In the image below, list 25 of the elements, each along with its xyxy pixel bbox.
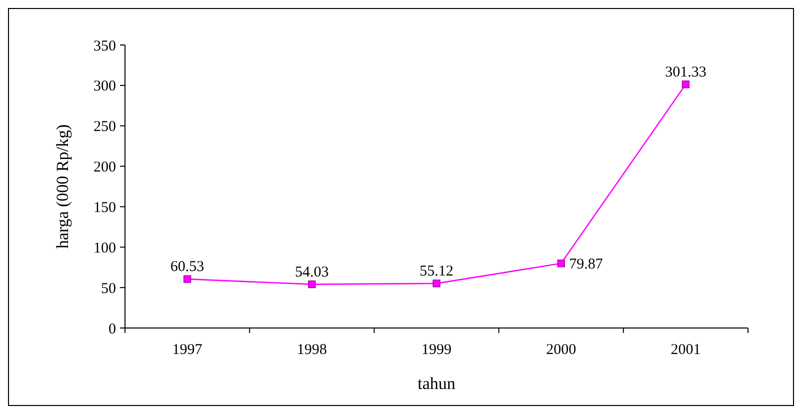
point bbox=[308, 280, 316, 288]
point bbox=[682, 80, 690, 88]
x-tick-label: 1998 bbox=[296, 342, 327, 358]
data-label: 301.33 bbox=[665, 64, 706, 80]
y-tick-label: 350 bbox=[94, 38, 116, 54]
x-tick-label: 2001 bbox=[670, 342, 701, 358]
data-label: 60.53 bbox=[170, 259, 204, 276]
x-tick-label: 1997 bbox=[172, 342, 203, 358]
data-label: 54.03 bbox=[295, 264, 329, 280]
y-tick-label: 50 bbox=[101, 280, 116, 297]
y-tick-label: 150 bbox=[94, 200, 116, 216]
x-axis-title: tahun bbox=[418, 374, 456, 393]
y-tick-label: 100 bbox=[94, 240, 116, 256]
y-tick-label: 300 bbox=[94, 78, 116, 95]
point bbox=[432, 280, 440, 288]
x-tick-label: 1999 bbox=[422, 342, 452, 358]
y-axis-title: harga (000 Rp/kg) bbox=[53, 124, 72, 249]
data-label: 55.12 bbox=[420, 263, 454, 280]
y-tick-label: 0 bbox=[108, 321, 116, 338]
y-tick-label: 250 bbox=[94, 119, 116, 136]
data-label: 79.87 bbox=[569, 256, 604, 273]
point bbox=[184, 275, 192, 283]
point bbox=[557, 260, 565, 268]
y-tick-label: 200 bbox=[94, 160, 116, 176]
x-tick-label: 2000 bbox=[546, 342, 576, 358]
